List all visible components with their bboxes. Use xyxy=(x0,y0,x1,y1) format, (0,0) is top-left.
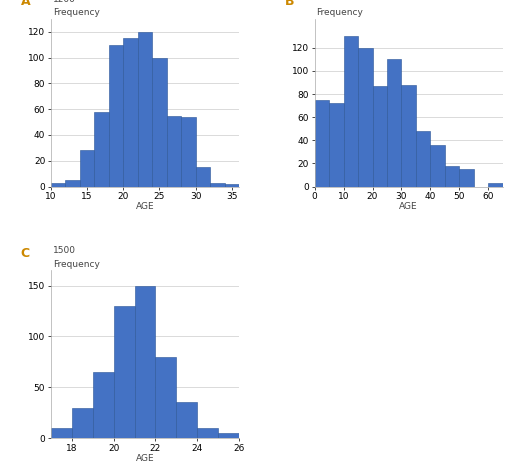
Bar xyxy=(218,433,239,438)
Bar xyxy=(94,112,109,187)
Text: B: B xyxy=(284,0,294,8)
Text: A: A xyxy=(21,0,30,8)
Bar xyxy=(416,131,430,187)
Bar xyxy=(401,85,416,187)
Bar xyxy=(430,145,445,187)
Bar xyxy=(372,86,387,187)
Text: C: C xyxy=(21,247,30,260)
Bar xyxy=(210,183,225,187)
Bar xyxy=(488,183,503,187)
Bar xyxy=(329,103,343,187)
Text: Frequency: Frequency xyxy=(53,260,100,268)
Bar xyxy=(51,183,66,187)
X-axis label: AGE: AGE xyxy=(136,203,154,211)
Bar xyxy=(51,428,72,438)
Text: 1500: 1500 xyxy=(53,246,76,255)
Bar xyxy=(114,306,135,438)
Text: Frequency: Frequency xyxy=(53,8,100,17)
Bar xyxy=(152,57,167,187)
Bar xyxy=(176,402,197,438)
Text: Frequency: Frequency xyxy=(316,8,363,17)
Bar xyxy=(225,184,239,187)
Bar xyxy=(155,357,176,438)
Bar xyxy=(167,115,181,187)
Bar xyxy=(109,45,123,187)
Bar xyxy=(80,150,94,187)
Bar xyxy=(343,36,358,187)
Bar xyxy=(387,59,401,187)
X-axis label: AGE: AGE xyxy=(136,454,154,463)
Bar xyxy=(445,166,459,187)
Bar xyxy=(72,407,92,438)
Bar xyxy=(314,100,329,187)
Bar xyxy=(66,180,80,187)
Bar xyxy=(135,285,155,438)
Bar xyxy=(459,169,474,187)
Bar xyxy=(197,428,218,438)
Bar xyxy=(181,117,196,187)
Bar xyxy=(92,372,114,438)
Bar xyxy=(358,48,372,187)
Text: 1200: 1200 xyxy=(53,0,76,4)
X-axis label: AGE: AGE xyxy=(399,203,418,211)
Bar xyxy=(196,167,210,187)
Bar xyxy=(123,38,138,187)
Bar xyxy=(138,32,152,187)
